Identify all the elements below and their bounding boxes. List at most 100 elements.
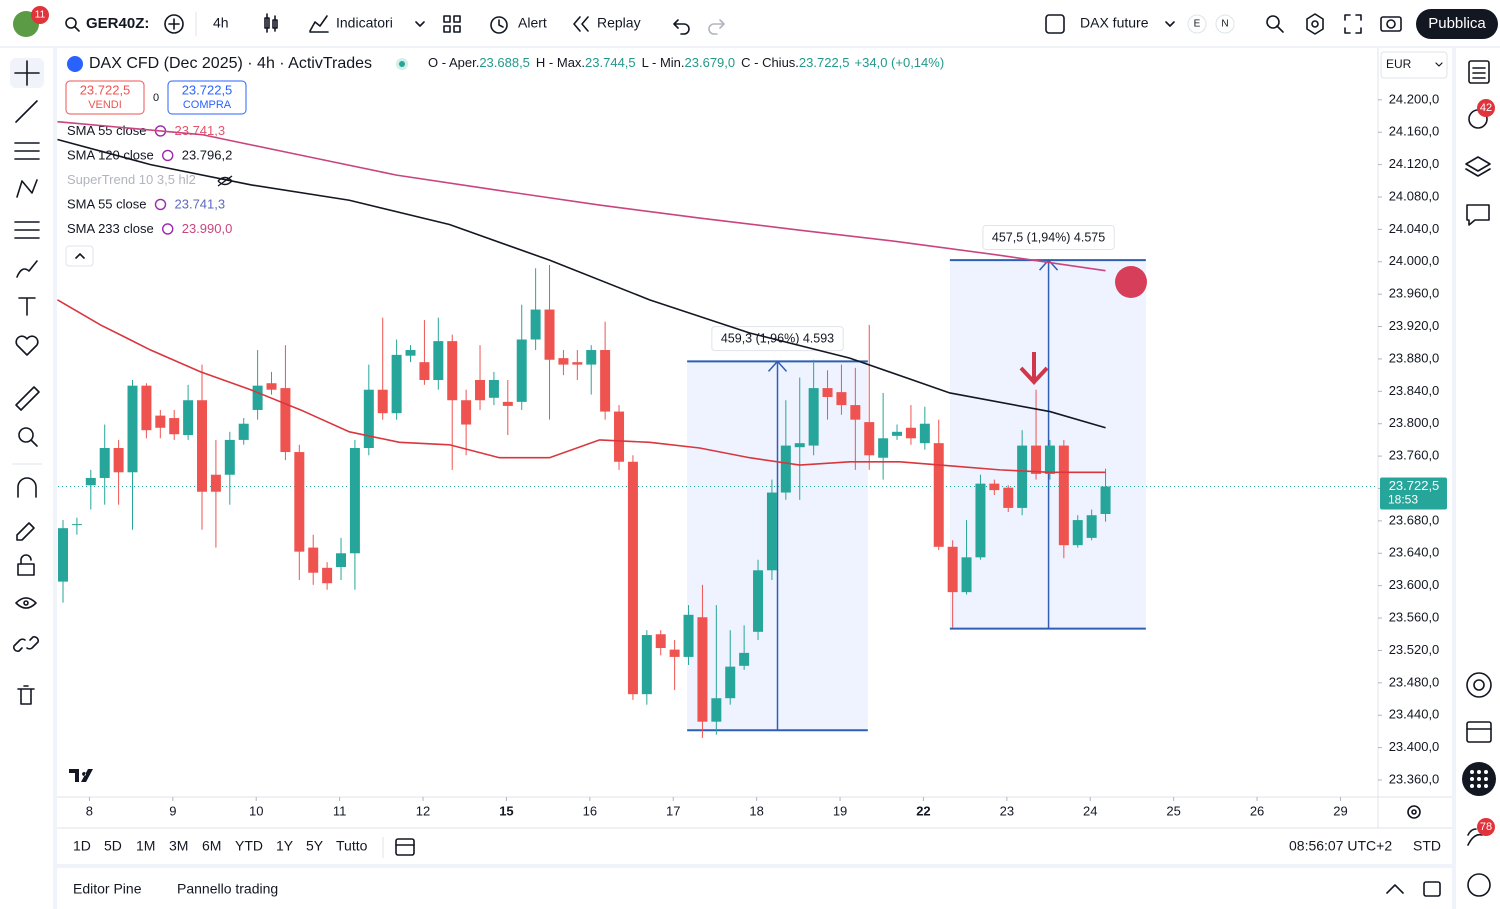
candle-body bbox=[989, 483, 1000, 491]
candle-body bbox=[99, 448, 110, 478]
candle-body bbox=[725, 666, 736, 699]
candle-body bbox=[71, 524, 82, 526]
symbol-logo bbox=[67, 56, 83, 72]
candle-body bbox=[461, 400, 472, 425]
currency-select[interactable] bbox=[1380, 51, 1448, 79]
watchlist[interactable]: DAX future bbox=[1080, 15, 1149, 31]
measure-label-box bbox=[711, 326, 844, 352]
interval[interactable]: 4h bbox=[213, 15, 229, 31]
bottom-tab[interactable]: Editor Pine bbox=[73, 881, 142, 897]
candle-body bbox=[183, 400, 194, 436]
sell-price: 23.722,5 bbox=[80, 82, 131, 97]
chevron[interactable] bbox=[415, 21, 425, 27]
candle-body bbox=[1058, 445, 1069, 546]
y-tick-label: 24.160,0 bbox=[1389, 124, 1440, 139]
n-button[interactable] bbox=[1215, 14, 1235, 34]
undo-icon[interactable] bbox=[673, 19, 690, 35]
expand-icon[interactable] bbox=[1386, 884, 1404, 894]
measure-arrowhead bbox=[767, 360, 788, 372]
candle-body bbox=[655, 634, 666, 649]
replay-icon[interactable] bbox=[573, 16, 589, 32]
x-tick-label: 19 bbox=[833, 803, 847, 818]
sell-button[interactable] bbox=[65, 80, 145, 115]
candle-body bbox=[58, 528, 69, 582]
candle-body bbox=[85, 477, 96, 486]
chevron[interactable] bbox=[1165, 21, 1175, 27]
candle-body bbox=[363, 389, 374, 449]
toolbar-icons[interactable] bbox=[1266, 13, 1402, 35]
range-button[interactable]: 1M bbox=[136, 838, 155, 854]
indicators-icon[interactable] bbox=[309, 15, 329, 33]
range-button[interactable]: YTD bbox=[235, 838, 263, 854]
bottom-tab[interactable]: Pannello trading bbox=[177, 881, 278, 897]
badge bbox=[31, 6, 49, 24]
candle-body bbox=[641, 635, 652, 695]
alert-icon[interactable] bbox=[490, 16, 508, 34]
chevron bbox=[1435, 62, 1443, 67]
checkbox[interactable] bbox=[1045, 14, 1065, 34]
replay-button[interactable]: Replay bbox=[597, 15, 641, 31]
chart-type-icon[interactable] bbox=[264, 13, 278, 33]
y-tick-label: 23.880,0 bbox=[1389, 350, 1440, 365]
range-button[interactable]: 1Y bbox=[276, 838, 294, 854]
alert-button[interactable]: Alert bbox=[518, 15, 547, 31]
sell-label: VENDI bbox=[88, 99, 122, 111]
range-button[interactable]: 5Y bbox=[306, 838, 324, 854]
candle-body bbox=[210, 474, 221, 492]
left-tools[interactable] bbox=[10, 58, 44, 705]
tv-logo bbox=[69, 769, 93, 782]
range-button[interactable]: 1D bbox=[73, 838, 91, 854]
candle-body bbox=[349, 448, 360, 554]
badge bbox=[1477, 99, 1495, 117]
range-button[interactable]: 5D bbox=[104, 838, 122, 854]
indicator-value: 23.990,0 bbox=[182, 221, 233, 236]
collapse-button[interactable] bbox=[65, 245, 94, 267]
candle-body bbox=[1031, 445, 1042, 474]
search-icon[interactable] bbox=[65, 17, 80, 32]
candle-body bbox=[488, 379, 499, 398]
measure-label-box bbox=[982, 224, 1115, 250]
notifications-count: 78 bbox=[1480, 821, 1492, 833]
top-bar bbox=[0, 0, 1500, 46]
moving-average bbox=[57, 299, 1106, 474]
buy-button[interactable] bbox=[167, 80, 247, 115]
indicators-button[interactable]: Indicatori bbox=[336, 15, 393, 31]
candle-body bbox=[961, 557, 972, 593]
symbol[interactable]: GER40Z: bbox=[86, 15, 149, 32]
session[interactable]: STD bbox=[1413, 838, 1441, 854]
ohlc-label: C - Chius. bbox=[741, 55, 799, 70]
indicator-name: SuperTrend 10 3,5 hl2 bbox=[67, 172, 196, 187]
layout-icon[interactable] bbox=[443, 15, 461, 33]
y-tick-label: 23.520,0 bbox=[1389, 642, 1440, 657]
moving-average bbox=[57, 138, 1106, 429]
candle-body bbox=[850, 405, 861, 420]
candle-body bbox=[1086, 515, 1097, 538]
y-tick-label: 24.200,0 bbox=[1389, 91, 1440, 106]
candle-body bbox=[475, 379, 486, 401]
ohlc-change: +34,0 (+0,14%) bbox=[855, 55, 945, 70]
date-range-icon[interactable] bbox=[395, 838, 415, 856]
range-button[interactable]: Tutto bbox=[336, 838, 368, 854]
currency: EUR bbox=[1386, 57, 1412, 71]
publish-button[interactable] bbox=[1416, 9, 1498, 39]
candle-body bbox=[169, 418, 180, 435]
target-marker bbox=[1115, 266, 1147, 298]
candle-body bbox=[419, 362, 430, 380]
indicator-row: SMA 233 close 23.990,0 bbox=[67, 221, 232, 236]
range-buttons: 1D 5D 1M 3M 6M YTD 1Y 5Y Tutto bbox=[73, 838, 368, 854]
axis-settings-icon[interactable] bbox=[1407, 805, 1421, 819]
x-tick-label: 11 bbox=[333, 803, 347, 818]
ohlc-label: O - Aper. bbox=[428, 55, 479, 70]
right-tools[interactable] bbox=[1465, 60, 1492, 897]
candle-body bbox=[878, 438, 889, 458]
range-button[interactable]: 6M bbox=[202, 838, 221, 854]
e-button[interactable] bbox=[1187, 14, 1207, 34]
range-button[interactable]: 3M bbox=[169, 838, 188, 854]
y-tick-label: 24.040,0 bbox=[1389, 221, 1440, 236]
y-tick-label: 23.480,0 bbox=[1389, 674, 1440, 689]
add-icon[interactable] bbox=[164, 14, 184, 34]
maximize-icon[interactable] bbox=[1423, 881, 1441, 897]
candle-body bbox=[975, 483, 986, 558]
candle-body bbox=[864, 422, 875, 456]
y-tick-label: 23.640,0 bbox=[1389, 545, 1440, 560]
